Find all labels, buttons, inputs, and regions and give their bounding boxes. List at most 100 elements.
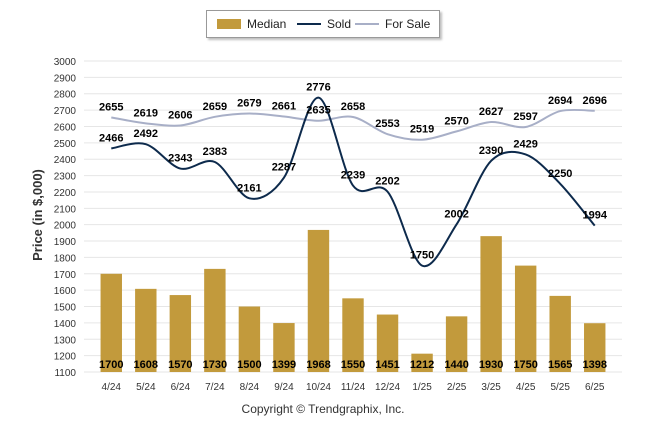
for-sale-swatch bbox=[355, 23, 379, 25]
y-tick-label: 1900 bbox=[54, 237, 77, 248]
y-tick-label: 1600 bbox=[54, 286, 77, 297]
y-tick-label: 1300 bbox=[54, 335, 77, 346]
for-sale-point-label: 2619 bbox=[134, 107, 158, 119]
median-bar-label: 1608 bbox=[134, 359, 158, 371]
median-bar-label: 1700 bbox=[99, 359, 123, 371]
x-tick-label: 2/25 bbox=[447, 382, 467, 393]
y-tick-label: 2600 bbox=[54, 122, 77, 133]
for-sale-point-label: 2655 bbox=[99, 101, 123, 113]
y-tick-label: 2100 bbox=[54, 204, 77, 215]
median-bar bbox=[342, 298, 364, 372]
y-tick-label: 1200 bbox=[54, 352, 77, 363]
for-sale-point-label: 2597 bbox=[513, 111, 537, 123]
y-tick-label: 2900 bbox=[54, 73, 77, 84]
y-tick-label: 2500 bbox=[54, 139, 77, 150]
median-bar-label: 1440 bbox=[444, 359, 468, 371]
for-sale-point-label: 2606 bbox=[168, 109, 192, 121]
sold-point-label: 2250 bbox=[548, 168, 572, 180]
x-tick-label: 5/25 bbox=[550, 382, 570, 393]
y-tick-label: 2200 bbox=[54, 188, 77, 199]
median-bars bbox=[100, 229, 606, 372]
median-bar bbox=[307, 229, 330, 372]
median-bar-label: 1968 bbox=[306, 359, 330, 371]
x-tick-label: 12/24 bbox=[375, 382, 400, 393]
for-sale-point-label: 2570 bbox=[444, 115, 468, 127]
line-series bbox=[111, 96, 596, 268]
x-tick-label: 7/24 bbox=[205, 382, 225, 393]
for-sale-point-label: 2635 bbox=[306, 105, 330, 117]
median-bar bbox=[376, 314, 399, 372]
sold-point-label: 2492 bbox=[134, 128, 158, 140]
median-bar-label: 1500 bbox=[237, 359, 261, 371]
median-bar bbox=[238, 306, 261, 372]
sold-point-label: 2002 bbox=[444, 208, 468, 220]
y-tick-label: 2300 bbox=[54, 172, 77, 183]
sold-point-label: 2202 bbox=[375, 176, 399, 188]
x-tick-label: 1/25 bbox=[412, 382, 432, 393]
x-tick-label: 9/24 bbox=[274, 382, 294, 393]
for-sale-line bbox=[111, 108, 595, 141]
y-tick-label: 2000 bbox=[54, 221, 77, 232]
median-bar-label: 1565 bbox=[548, 359, 572, 371]
median-bar bbox=[549, 295, 571, 372]
sold-point-label: 2161 bbox=[237, 182, 261, 194]
median-bar-label: 1398 bbox=[582, 359, 606, 371]
sold-point-label: 2239 bbox=[341, 170, 365, 182]
for-sale-point-label: 2694 bbox=[548, 95, 573, 107]
median-bar bbox=[169, 295, 192, 372]
median-bar bbox=[135, 288, 157, 372]
x-tick-label: 8/24 bbox=[240, 382, 260, 393]
median-bar bbox=[584, 323, 606, 372]
y-tick-label: 1400 bbox=[54, 319, 77, 330]
x-axis-ticks: 4/24 5/24 6/24 7/24 8/24 9/24 10/24 11/24 12/24 1… bbox=[102, 382, 605, 393]
sold-point-label: 1994 bbox=[582, 210, 607, 222]
for-sale-point-label: 2627 bbox=[479, 106, 503, 118]
for-sale-point-label: 2553 bbox=[375, 118, 399, 130]
sold-line bbox=[111, 96, 596, 268]
legend-label-for-sale: For Sale bbox=[385, 17, 431, 31]
median-bar-label: 1730 bbox=[203, 359, 227, 371]
sold-point-label: 2287 bbox=[272, 162, 296, 174]
legend-item-for-sale: For Sale bbox=[355, 11, 430, 37]
median-bar bbox=[411, 353, 433, 372]
sold-point-label: 2343 bbox=[168, 153, 192, 165]
for-sale-point-label: 2679 bbox=[237, 98, 261, 110]
legend: Median Sold For Sale bbox=[206, 10, 440, 38]
legend-item-median: Median bbox=[217, 11, 286, 37]
y-tick-label: 2800 bbox=[54, 90, 77, 101]
y-tick-label: 1800 bbox=[54, 253, 77, 264]
gridlines bbox=[84, 60, 622, 373]
x-tick-label: 5/24 bbox=[136, 382, 156, 393]
x-tick-label: 3/25 bbox=[481, 382, 501, 393]
sold-point-label: 2466 bbox=[99, 132, 123, 144]
y-tick-label: 3000 bbox=[54, 57, 77, 68]
median-bar bbox=[514, 265, 537, 372]
for-sale-point-label: 2661 bbox=[272, 100, 296, 112]
sold-point-label: 2383 bbox=[203, 146, 227, 158]
median-swatch bbox=[217, 19, 241, 29]
median-bar-label: 1930 bbox=[479, 359, 503, 371]
median-bar-label: 1399 bbox=[272, 359, 296, 371]
median-bar bbox=[445, 316, 468, 372]
for-sale-point-label: 2519 bbox=[410, 124, 434, 136]
y-tick-label: 2700 bbox=[54, 106, 77, 117]
legend-label-sold: Sold bbox=[327, 17, 352, 31]
y-axis-ticks: 1100 1200 1300 1400 1500 1600 1700 1800 1900 2000… bbox=[54, 57, 77, 379]
y-tick-label: 1100 bbox=[54, 368, 76, 379]
sold-point-label: 2429 bbox=[513, 138, 537, 150]
median-bar-label: 1550 bbox=[341, 359, 365, 371]
sold-point-label: 2776 bbox=[306, 82, 330, 94]
x-tick-label: 10/24 bbox=[306, 382, 331, 393]
sold-point-label: 2390 bbox=[479, 145, 503, 157]
median-bar bbox=[480, 236, 502, 372]
median-bar-label: 1750 bbox=[513, 359, 537, 371]
median-bar-label: 1451 bbox=[375, 359, 399, 371]
median-bar bbox=[204, 268, 226, 372]
legend-label-median: Median bbox=[247, 17, 287, 31]
median-bar bbox=[100, 273, 122, 372]
for-sale-point-label: 2659 bbox=[203, 101, 227, 113]
x-tick-label: 6/25 bbox=[585, 382, 605, 393]
median-bar-label: 1570 bbox=[168, 359, 192, 371]
for-sale-point-label: 2696 bbox=[582, 95, 606, 107]
